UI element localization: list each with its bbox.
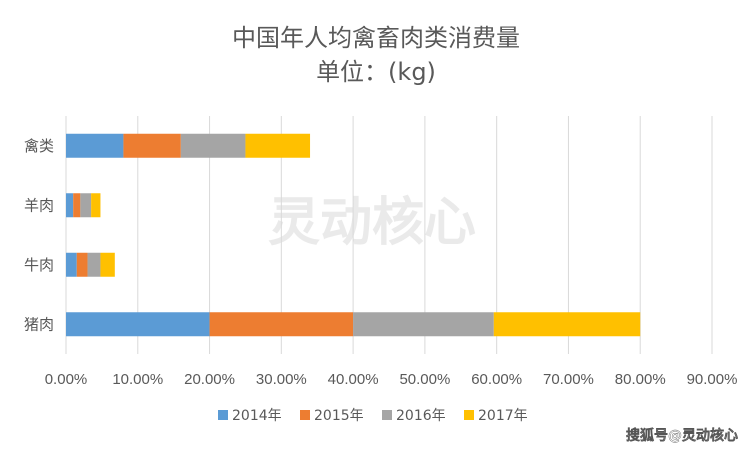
legend-label: 2017年 <box>478 408 528 424</box>
x-tick-label: 80.00% <box>615 371 666 388</box>
bar-3-series-3 <box>87 252 101 277</box>
category-label: 牛肉 <box>24 256 54 274</box>
x-tick-labels: 0.00% 10.00% 20.00% 30.00% 40.00% 50.00% 60.00… <box>45 371 738 388</box>
legend-swatch <box>218 410 228 420</box>
bar-2-series-2 <box>73 193 81 218</box>
bars <box>66 133 641 337</box>
bar-4-series-3 <box>353 312 494 337</box>
x-tick-label: 60.00% <box>471 371 522 388</box>
bar-3-series-4 <box>100 252 115 277</box>
x-tick-label: 0.00% <box>45 371 88 388</box>
category-label: 羊肉 <box>24 196 54 214</box>
bar-4-series-1 <box>66 312 210 337</box>
category-label: 猪肉 <box>24 315 54 333</box>
x-tick-label: 50.00% <box>399 371 450 388</box>
bar-2-series-4 <box>91 193 101 218</box>
legend-swatch <box>300 410 310 420</box>
x-tick-label: 90.00% <box>687 371 738 388</box>
x-tick-label: 30.00% <box>256 371 307 388</box>
bar-3-series-2 <box>76 252 88 277</box>
x-tick-label: 70.00% <box>543 371 594 388</box>
legend: 2014年 2015年 2016年 2017年 <box>218 408 528 424</box>
bar-4-series-2 <box>209 312 354 337</box>
watermark-corner: 搜狐号@灵动核心 <box>626 427 738 444</box>
bar-2-series-1 <box>66 193 74 218</box>
bar-4-series-4 <box>493 312 641 337</box>
bar-1-series-2 <box>123 133 181 158</box>
chart-title: 中国年人均禽畜肉类消费量 <box>232 24 520 52</box>
legend-label: 2016年 <box>396 408 446 424</box>
legend-swatch <box>382 410 392 420</box>
x-tick-label: 20.00% <box>184 371 235 388</box>
bar-1-series-4 <box>245 133 311 158</box>
bar-1-series-3 <box>180 133 246 158</box>
category-label: 禽类 <box>24 137 54 155</box>
chart-subtitle: 单位：(kg) <box>316 58 436 86</box>
x-tick-label: 40.00% <box>328 371 379 388</box>
legend-label: 2015年 <box>314 408 364 424</box>
legend-label: 2014年 <box>232 408 282 424</box>
legend-swatch <box>464 410 474 420</box>
x-tick-label: 10.00% <box>112 371 163 388</box>
bar-1-series-1 <box>66 133 124 158</box>
bar-3-series-1 <box>66 252 77 277</box>
bar-2-series-3 <box>80 193 92 218</box>
watermark-center: 灵动核心 <box>268 193 476 253</box>
